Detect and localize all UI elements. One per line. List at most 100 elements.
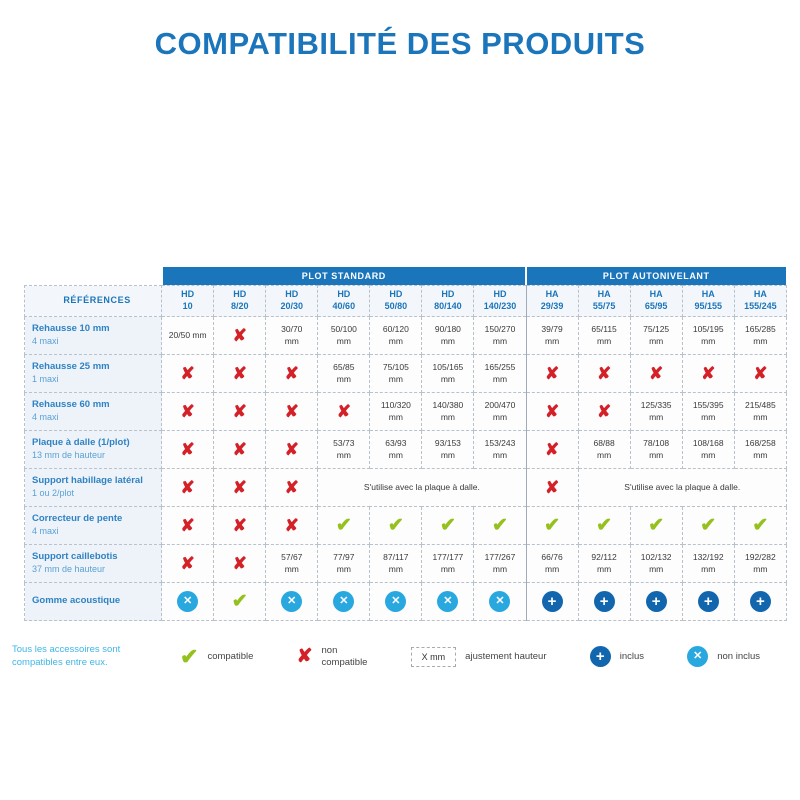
column-header-series: HA	[597, 289, 611, 300]
compatibility-table-wrap: PLOT STANDARD PLOT AUTONIVELANT RÉFÉRENCES…	[23, 266, 788, 621]
value-cell: 78/108 mm	[629, 430, 683, 469]
value-line: mm	[649, 449, 664, 460]
value-cell: 20/50 mm	[161, 316, 215, 355]
column-header: HA 55/75	[577, 285, 631, 317]
row-sublabel: 37 mm de hauteur	[32, 563, 106, 574]
x-icon: ✘	[649, 363, 664, 383]
non-compatible-cell: ✘	[317, 392, 371, 431]
not-included-cell: ✕	[161, 582, 215, 621]
non-compatible-cell: ✘	[213, 430, 267, 469]
value-line: 75/105	[382, 362, 409, 373]
value-line: 87/117	[383, 552, 409, 563]
column-header-series: HD	[181, 289, 195, 300]
value-line: 77/97	[333, 552, 355, 563]
value-line: mm	[440, 563, 455, 574]
row-label-text: Gomme acoustique	[32, 595, 121, 607]
value-cell: 125/335 mm	[629, 392, 683, 431]
check-icon: ✔	[231, 591, 248, 612]
x-icon: ✘	[180, 363, 195, 383]
x-icon: ✘	[296, 646, 313, 668]
column-header-size: 95/155	[694, 301, 722, 311]
compatible-cell: ✔	[213, 582, 267, 621]
non-compatible-cell: ✘	[265, 430, 319, 469]
value-line: mm	[492, 449, 508, 460]
legend-label: ajustement hauteur	[465, 650, 547, 662]
check-icon: ✔	[596, 515, 613, 536]
value-line: 93/153	[434, 438, 461, 449]
value-line: mm	[440, 335, 455, 346]
legend-items: ✔ compatible ✘ non compatible X mm ajustement…	[140, 645, 788, 669]
compatible-cell: ✔	[369, 506, 423, 545]
plus-circle-icon: +	[645, 591, 667, 612]
check-icon: ✔	[439, 515, 456, 536]
value-cell: 177/177 mm	[421, 544, 475, 583]
value-line: mm	[544, 335, 560, 346]
value-line: mm	[440, 411, 455, 422]
non-compatible-cell: ✘	[213, 354, 267, 393]
plus-circle-icon: +	[593, 591, 615, 612]
cross-circle-icon: ✕	[437, 591, 459, 612]
row-label: Support habillage latéral 1 ou 2/plot	[23, 468, 163, 507]
row-label-text: Support caillebotis	[32, 551, 118, 563]
column-header: HA 29/39	[525, 285, 579, 317]
value-cell: 53/73 mm	[317, 430, 371, 469]
non-compatible-cell: ✘	[161, 354, 215, 393]
included-cell: +	[733, 582, 788, 621]
value-line: 155/395	[692, 400, 724, 411]
x-icon: ✘	[753, 363, 768, 383]
value-line: 102/132	[640, 552, 672, 563]
value-cell: 65/115 mm	[577, 316, 631, 355]
column-header: HA 155/245	[733, 285, 788, 317]
x-icon: ✘	[284, 477, 299, 497]
value-line: 153/243	[484, 438, 516, 449]
column-header-size: 80/140	[434, 301, 462, 311]
non-compatible-cell: ✘	[681, 354, 735, 393]
x-icon: ✘	[232, 363, 247, 383]
x-icon: ✘	[284, 363, 299, 383]
column-header-size: 140/230	[483, 301, 517, 311]
x-icon: ✘	[596, 363, 612, 383]
value-line: mm	[492, 335, 508, 346]
value-cell: 87/117 mm	[369, 544, 423, 583]
x-icon: ✘	[544, 439, 560, 459]
row-label-text: Support habillage latéral	[32, 475, 143, 487]
x-icon: ✘	[180, 553, 195, 573]
value-line: 165/255	[484, 362, 516, 373]
value-line: 50/100	[330, 324, 357, 335]
value-cell: 102/132 mm	[629, 544, 683, 583]
plus-circle-icon: +	[541, 591, 563, 612]
value-line: 177/267	[484, 552, 516, 563]
plus-circle-icon: +	[749, 591, 771, 612]
compatible-cell: ✔	[473, 506, 527, 545]
value-line: 78/108	[643, 438, 670, 449]
x-icon: ✘	[232, 477, 247, 497]
legend-item: ✕ non inclus	[687, 646, 760, 668]
cross-circle-icon: ✕	[333, 591, 355, 612]
table-corner	[24, 266, 162, 286]
row-label-text: Rehausse 60 mm	[32, 399, 110, 411]
row-label: Support caillebotis 37 mm de hauteur	[23, 544, 163, 583]
value-line: mm	[753, 411, 768, 422]
table-row: Support caillebotis 37 mm de hauteur ✘ ✘ 57/…	[23, 544, 788, 583]
not-included-cell: ✕	[421, 582, 475, 621]
legend-item: ✘ non compatible	[297, 645, 368, 669]
compatible-cell: ✔	[421, 506, 475, 545]
non-compatible-cell: ✘	[161, 468, 215, 507]
value-line: mm	[597, 449, 612, 460]
page-title: COMPATIBILITÉ DES PRODUITS	[154, 26, 646, 61]
value-cell: 68/88 mm	[577, 430, 631, 469]
non-compatible-cell: ✘	[265, 392, 319, 431]
value-cell: 65/85 mm	[317, 354, 371, 393]
value-line: mm	[649, 411, 664, 422]
x-icon: ✘	[232, 439, 247, 459]
not-included-cell: ✕	[473, 582, 527, 621]
non-compatible-cell: ✘	[265, 354, 319, 393]
value-line: 105/165	[432, 362, 464, 373]
row-sublabel: 4 maxi	[32, 411, 59, 422]
value-line: 192/282	[745, 552, 776, 563]
column-header-series: HD	[337, 289, 351, 300]
non-compatible-cell: ✘	[733, 354, 788, 393]
value-cell: 177/267 mm	[473, 544, 527, 583]
value-line: 53/73	[333, 438, 355, 449]
